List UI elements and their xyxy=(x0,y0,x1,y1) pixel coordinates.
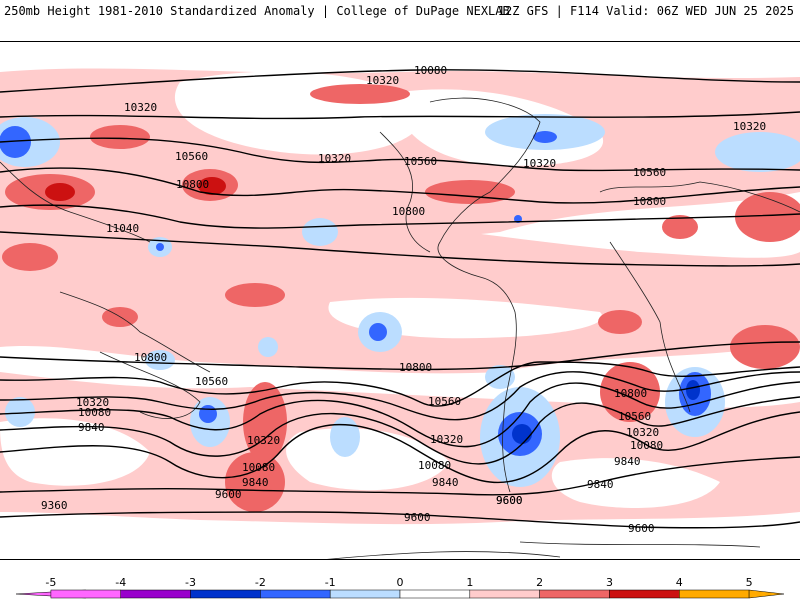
contour-label: 10560 xyxy=(428,395,461,408)
max-positive-anomaly xyxy=(45,177,226,201)
contour-label: 9600 xyxy=(496,494,523,507)
contour-label: 10800 xyxy=(392,205,425,218)
model-run-info: 12Z GFS | F114 Valid: 06Z WED JUN 25 202… xyxy=(497,4,794,18)
contour-label: 9840 xyxy=(242,476,269,489)
contour-label: 10800 xyxy=(633,195,666,208)
color-scale-ticks: -5 -4 -3 -2 -1 0 1 2 3 4 5 xyxy=(45,576,752,589)
color-scale-swatches xyxy=(15,589,785,599)
color-scale-tick-label: 0 xyxy=(397,576,404,589)
contour-label: 10080 xyxy=(414,64,447,77)
color-scale-tick-label: 1 xyxy=(466,576,473,589)
color-scale-tick-label: -1 xyxy=(325,576,336,589)
color-scale-tick-label: 3 xyxy=(606,576,613,589)
color-swatch xyxy=(609,589,680,599)
color-scale-tick-label: -3 xyxy=(185,576,196,589)
contour-label: 10320 xyxy=(523,157,556,170)
color-scale-tick-label: 5 xyxy=(746,576,753,589)
contour-label: 9600 xyxy=(215,488,242,501)
color-scale-tick-label: -4 xyxy=(115,576,126,589)
color-swatch xyxy=(399,589,471,599)
contour-label: 10080 xyxy=(418,459,451,472)
contour-label-group: 10080 10320 10320 10560 10320 10560 1080… xyxy=(41,64,766,535)
color-swatch xyxy=(260,589,331,599)
coastlines xyxy=(0,97,800,559)
contour-label: 10800 xyxy=(134,351,167,364)
contour-label: 10320 xyxy=(430,433,463,446)
color-scale-tick-label: 4 xyxy=(676,576,683,589)
color-swatch xyxy=(679,589,750,599)
contour-label: 9360 xyxy=(41,499,68,512)
color-swatch xyxy=(120,589,191,599)
contour-label: 10320 xyxy=(76,396,109,409)
contour-label: 9600 xyxy=(628,522,655,535)
contour-label: 10800 xyxy=(176,178,209,191)
contour-label: 9600 xyxy=(496,494,523,507)
contour-label: 10560 xyxy=(633,166,666,179)
contour-label: 10320 xyxy=(247,434,280,447)
color-scale-legend: -5 -4 -3 -2 -1 0 1 2 3 4 5 xyxy=(15,576,785,599)
color-swatch xyxy=(539,589,610,599)
color-swatch xyxy=(329,589,401,599)
contour-label: 9840 xyxy=(78,421,105,434)
map-title: 250mb Height 1981-2010 Standardized Anom… xyxy=(4,4,510,18)
map-canvas: 10080 10320 10320 10560 10320 10560 1080… xyxy=(0,64,800,559)
color-swatch xyxy=(50,589,121,599)
contour-label: 10560 xyxy=(618,410,651,423)
contour-label: 10320 xyxy=(124,101,157,114)
strong-positive-anomaly xyxy=(2,84,800,512)
color-scale-tick-label: -5 xyxy=(45,576,56,589)
height-contours xyxy=(0,69,800,529)
anomaly-map: 10080 10320 10320 10560 10320 10560 1080… xyxy=(0,41,800,560)
contour-label: 9840 xyxy=(614,455,641,468)
contour-label: 10320 xyxy=(366,74,399,87)
contour-label: 9840 xyxy=(587,478,614,491)
contour-label: 10320 xyxy=(733,120,766,133)
contour-label: 9600 xyxy=(404,511,431,524)
contour-label: 10560 xyxy=(404,155,437,168)
contour-label: 10800 xyxy=(614,387,647,400)
color-scale-tick-label: -2 xyxy=(255,576,266,589)
color-scale-tick-label: 2 xyxy=(536,576,543,589)
contour-label: 10080 xyxy=(78,406,111,419)
contour-label: 10320 xyxy=(626,426,659,439)
contour-label: 10320 xyxy=(318,152,351,165)
contour-label: 10800 xyxy=(399,361,432,374)
contour-label: 10560 xyxy=(195,375,228,388)
color-swatch xyxy=(748,589,785,599)
contour-label: 10560 xyxy=(175,150,208,163)
contour-label: 9840 xyxy=(432,476,459,489)
contour-label: 10080 xyxy=(630,439,663,452)
color-swatch xyxy=(469,589,540,599)
contour-label: 10080 xyxy=(242,461,275,474)
color-swatch xyxy=(190,589,261,599)
contour-label: 11040 xyxy=(106,222,139,235)
